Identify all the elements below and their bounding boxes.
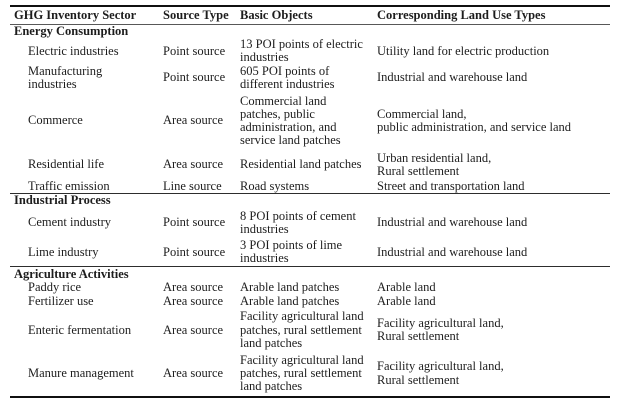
section-title: Energy Consumption [14, 23, 129, 38]
cell-basic-objects: Arable land patches [240, 294, 340, 308]
row-electric-industries: Electric industries Point source 13 POI … [10, 37, 610, 65]
cell-basic-objects: 3 POI points of lime industries [240, 237, 343, 266]
row-cement-industry: Cement industry Point source 8 POI point… [10, 207, 610, 238]
cell-sector: Lime industry [28, 244, 99, 259]
row-lime-industry: Lime industry Point source 3 POI points … [10, 238, 610, 266]
row-manure-management: Manure management Area source Facility a… [10, 352, 610, 397]
cell-source-type: Area source [163, 280, 224, 295]
cell-source-type: Area source [163, 294, 224, 308]
cell-sector: Paddy rice [28, 280, 82, 295]
cell-source-type: Point source [163, 43, 226, 58]
section-row-energy-consumption: Energy Consumption [10, 24, 610, 38]
cell-basic-objects: Facility agricultural land patches, rura… [240, 309, 364, 350]
column-header-basic-objects: Basic Objects [240, 7, 313, 22]
column-header-corresponding-land-use-types: Corresponding Land Use Types [377, 7, 546, 22]
cell-land-use: Commercial land, public administration, … [377, 106, 572, 134]
section-row-agriculture-activities: Agriculture Activities [10, 266, 610, 281]
section-title: Agriculture Activities [14, 266, 129, 281]
row-residential-life: Residential life Area source Residential… [10, 150, 610, 179]
cell-source-type: Point source [163, 70, 226, 85]
cell-land-use: Industrial and warehouse land [377, 244, 528, 259]
row-paddy-rice: Paddy rice Area source Arable land patch… [10, 281, 610, 294]
cell-land-use: Utility land for electric production [377, 43, 550, 58]
row-fertilizer-use: Fertilizer use Area source Arable land p… [10, 294, 610, 309]
cell-sector: Manufacturing industries [28, 63, 103, 91]
cell-basic-objects: Arable land patches [240, 280, 340, 295]
section-row-industrial-process: Industrial Process [10, 193, 610, 207]
cell-source-type: Area source [163, 157, 224, 172]
cell-basic-objects: 8 POI points of cement industries [240, 208, 356, 236]
cell-basic-objects: Road systems [240, 178, 310, 193]
section-title: Industrial Process [14, 193, 111, 208]
cell-source-type: Point source [163, 244, 226, 259]
cell-sector: Cement industry [28, 215, 111, 230]
cell-source-type: Area source [163, 113, 224, 128]
cell-basic-objects: 13 POI points of electric industries [240, 37, 363, 65]
row-commerce: Commerce Area source Commercial land pat… [10, 91, 610, 150]
table-header-row: GHG Inventory Sector Source Type Basic O… [10, 6, 610, 24]
cell-sector: Fertilizer use [28, 294, 94, 308]
cell-source-type: Point source [163, 215, 226, 230]
cell-land-use: Industrial and warehouse land [377, 70, 528, 85]
column-header-source-type: Source Type [163, 7, 229, 22]
cell-sector: Enteric fermentation [28, 322, 132, 337]
cell-sector: Traffic emission [28, 178, 110, 193]
cell-land-use: Facility agricultural land, Rural settle… [377, 315, 504, 344]
cell-land-use: Industrial and warehouse land [377, 215, 528, 230]
cell-sector: Commerce [28, 113, 83, 128]
document-page: GHG Inventory Sector Source Type Basic O… [0, 5, 640, 418]
row-manufacturing-industries: Manufacturing industries Point source 60… [10, 64, 610, 91]
cell-land-use: Arable land [377, 280, 436, 295]
cell-sector: Residential life [28, 157, 105, 172]
row-traffic-emission: Traffic emission Line source Road system… [10, 179, 610, 193]
cell-sector: Electric industries [28, 43, 119, 58]
cell-basic-objects: 605 POI points of different industries [240, 63, 335, 91]
cell-basic-objects: Facility agricultural land patches, rura… [240, 352, 364, 394]
cell-source-type: Area source [163, 322, 224, 337]
cell-source-type: Line source [163, 178, 222, 193]
column-header-ghg-inventory-sector: GHG Inventory Sector [14, 7, 137, 22]
cell-source-type: Area source [163, 366, 224, 380]
cell-land-use: Street and transportation land [377, 178, 525, 193]
cell-land-use: Arable land [377, 294, 436, 308]
cell-sector: Manure management [28, 366, 134, 380]
cell-basic-objects: Residential land patches [240, 157, 362, 172]
cell-basic-objects: Commercial land patches, public administ… [240, 93, 341, 148]
cell-land-use: Facility agricultural land, Rural settle… [377, 359, 504, 387]
ghg-inventory-table: GHG Inventory Sector Source Type Basic O… [10, 5, 610, 398]
row-enteric-fermentation: Enteric fermentation Area source Facilit… [10, 309, 610, 352]
cell-land-use: Urban residential land, Rural settlement [377, 150, 492, 178]
